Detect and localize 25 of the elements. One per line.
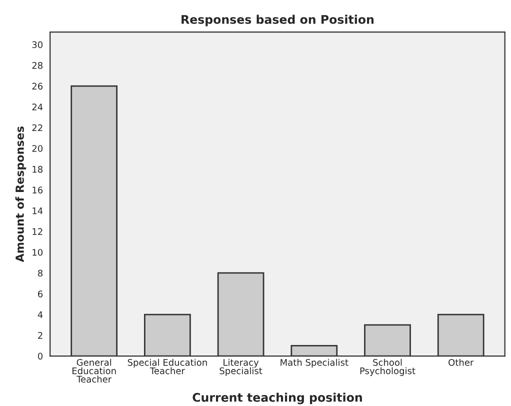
x-tick-label: Special Education Teacher	[128, 358, 207, 374]
x-tick-label: School Psychologist	[360, 358, 416, 376]
y-tick-label: 0	[38, 352, 43, 360]
x-axis-title: Current teaching position	[192, 392, 362, 404]
y-tick-label: 8	[38, 270, 43, 277]
y-tick-label: 6	[38, 290, 43, 298]
y-tick-label: 18	[32, 166, 43, 173]
y-tick-label: 24	[32, 104, 43, 110]
y-tick-label: 2	[38, 332, 42, 339]
chart-title: Responses based on Position	[182, 14, 374, 26]
y-tick-label: 14	[32, 208, 43, 214]
y-tick-label: 30	[32, 41, 43, 48]
y-axis-title: Amount of Responses	[15, 126, 26, 262]
y-tick-label: 26	[32, 82, 43, 90]
x-tick-label: General Education Teacher	[72, 358, 116, 383]
x-tick-label: Math Specialist	[280, 358, 348, 368]
y-tick-label: 12	[32, 228, 42, 235]
x-tick-label: Other	[448, 358, 474, 366]
y-tick-label: 16	[32, 186, 43, 194]
y-tick-label: 22	[32, 124, 42, 132]
y-tick-label: 20	[32, 145, 43, 152]
x-tick-label: Literacy Specialist	[220, 358, 262, 376]
y-tick-label: 28	[32, 62, 43, 69]
y-tick-label: 10	[32, 248, 43, 256]
y-tick-label: 4	[38, 311, 43, 318]
